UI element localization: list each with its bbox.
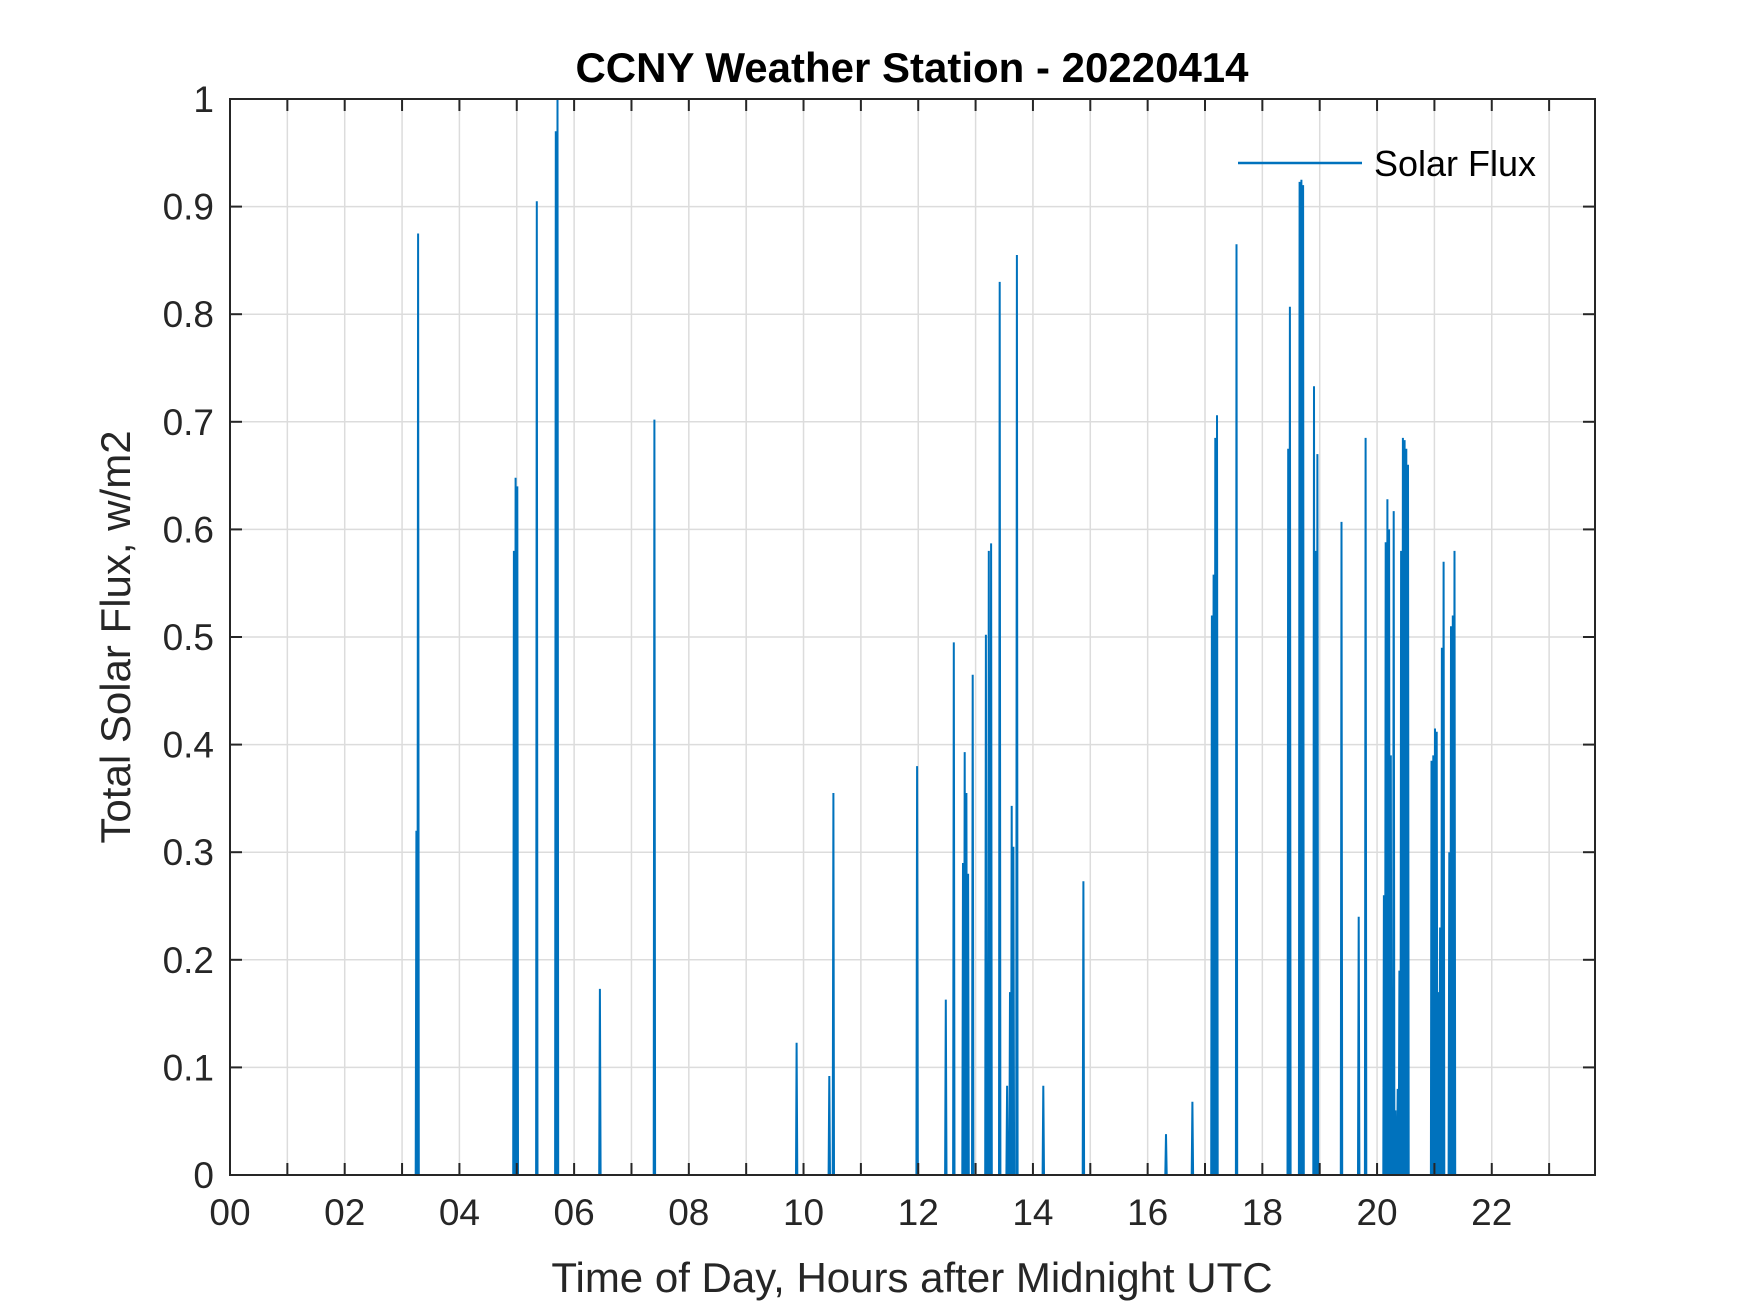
legend: Solar Flux xyxy=(1238,143,1536,184)
chart-title: CCNY Weather Station - 20220414 xyxy=(575,44,1249,91)
x-tick-label: 04 xyxy=(439,1192,480,1233)
y-tick-label: 0.4 xyxy=(163,725,214,766)
x-tick-label: 22 xyxy=(1471,1192,1512,1233)
y-tick-label: 0.5 xyxy=(163,617,214,658)
y-tick-label: 0.8 xyxy=(163,294,214,335)
x-axis-label: Time of Day, Hours after Midnight UTC xyxy=(551,1254,1272,1301)
x-tick-label: 20 xyxy=(1356,1192,1397,1233)
y-axis-tick-labels: 0 0.1 0.2 0.3 0.4 0.5 0.6 0.7 0.8 0.9 1 xyxy=(163,79,214,1196)
x-tick-label: 18 xyxy=(1242,1192,1283,1233)
y-tick-label: 0.9 xyxy=(163,187,214,228)
x-tick-label: 06 xyxy=(554,1192,595,1233)
y-tick-label: 1 xyxy=(193,79,214,120)
y-tick-label: 0 xyxy=(193,1155,214,1196)
legend-label-solar-flux: Solar Flux xyxy=(1374,143,1536,184)
grid-lines xyxy=(230,99,1595,1175)
x-tick-label: 02 xyxy=(324,1192,365,1233)
y-tick-label: 0.2 xyxy=(163,940,214,981)
x-tick-label: 08 xyxy=(668,1192,709,1233)
y-tick-label: 0.3 xyxy=(163,832,214,873)
x-tick-label: 14 xyxy=(1012,1192,1053,1233)
y-tick-label: 0.7 xyxy=(163,402,214,443)
y-tick-label: 0.1 xyxy=(163,1047,214,1088)
y-axis-label: Total Solar Flux, w/m2 xyxy=(92,430,139,843)
x-tick-label: 12 xyxy=(898,1192,939,1233)
x-axis-tick-labels: 00 02 04 06 08 10 12 14 16 18 20 22 xyxy=(209,1192,1512,1233)
axis-ticks xyxy=(229,98,1595,1176)
y-tick-label: 0.6 xyxy=(163,509,214,550)
x-tick-label: 00 xyxy=(209,1192,250,1233)
x-tick-label: 10 xyxy=(783,1192,824,1233)
x-tick-label: 16 xyxy=(1127,1192,1168,1233)
